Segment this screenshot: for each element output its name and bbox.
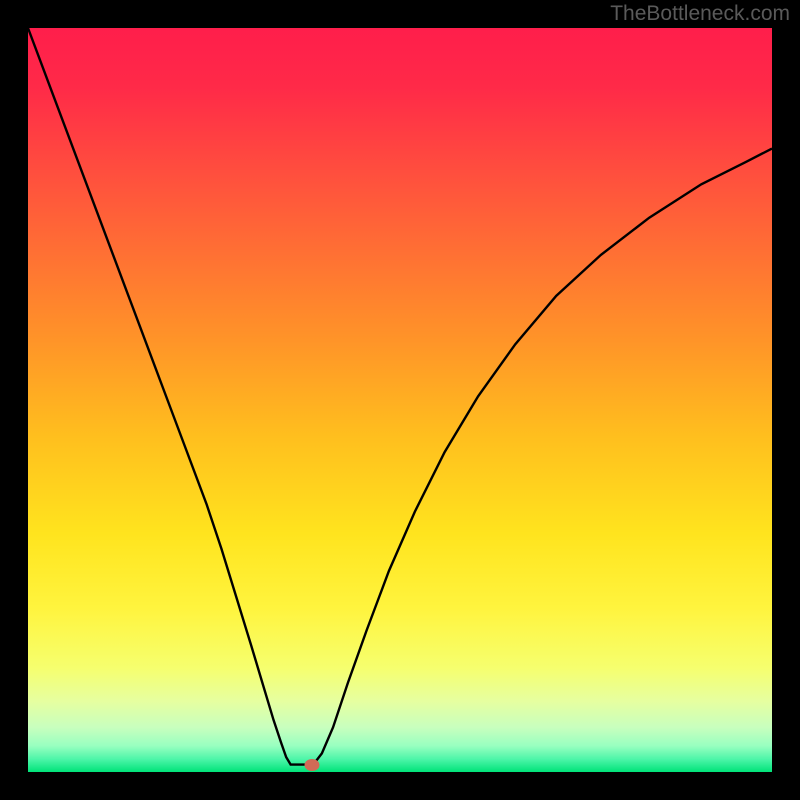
bottleneck-curve <box>28 28 772 772</box>
curve-path <box>28 28 772 765</box>
chart-container: TheBottleneck.com <box>0 0 800 800</box>
watermark-text: TheBottleneck.com <box>610 2 790 26</box>
plot-area <box>28 28 772 772</box>
optimal-point-marker <box>305 759 320 771</box>
